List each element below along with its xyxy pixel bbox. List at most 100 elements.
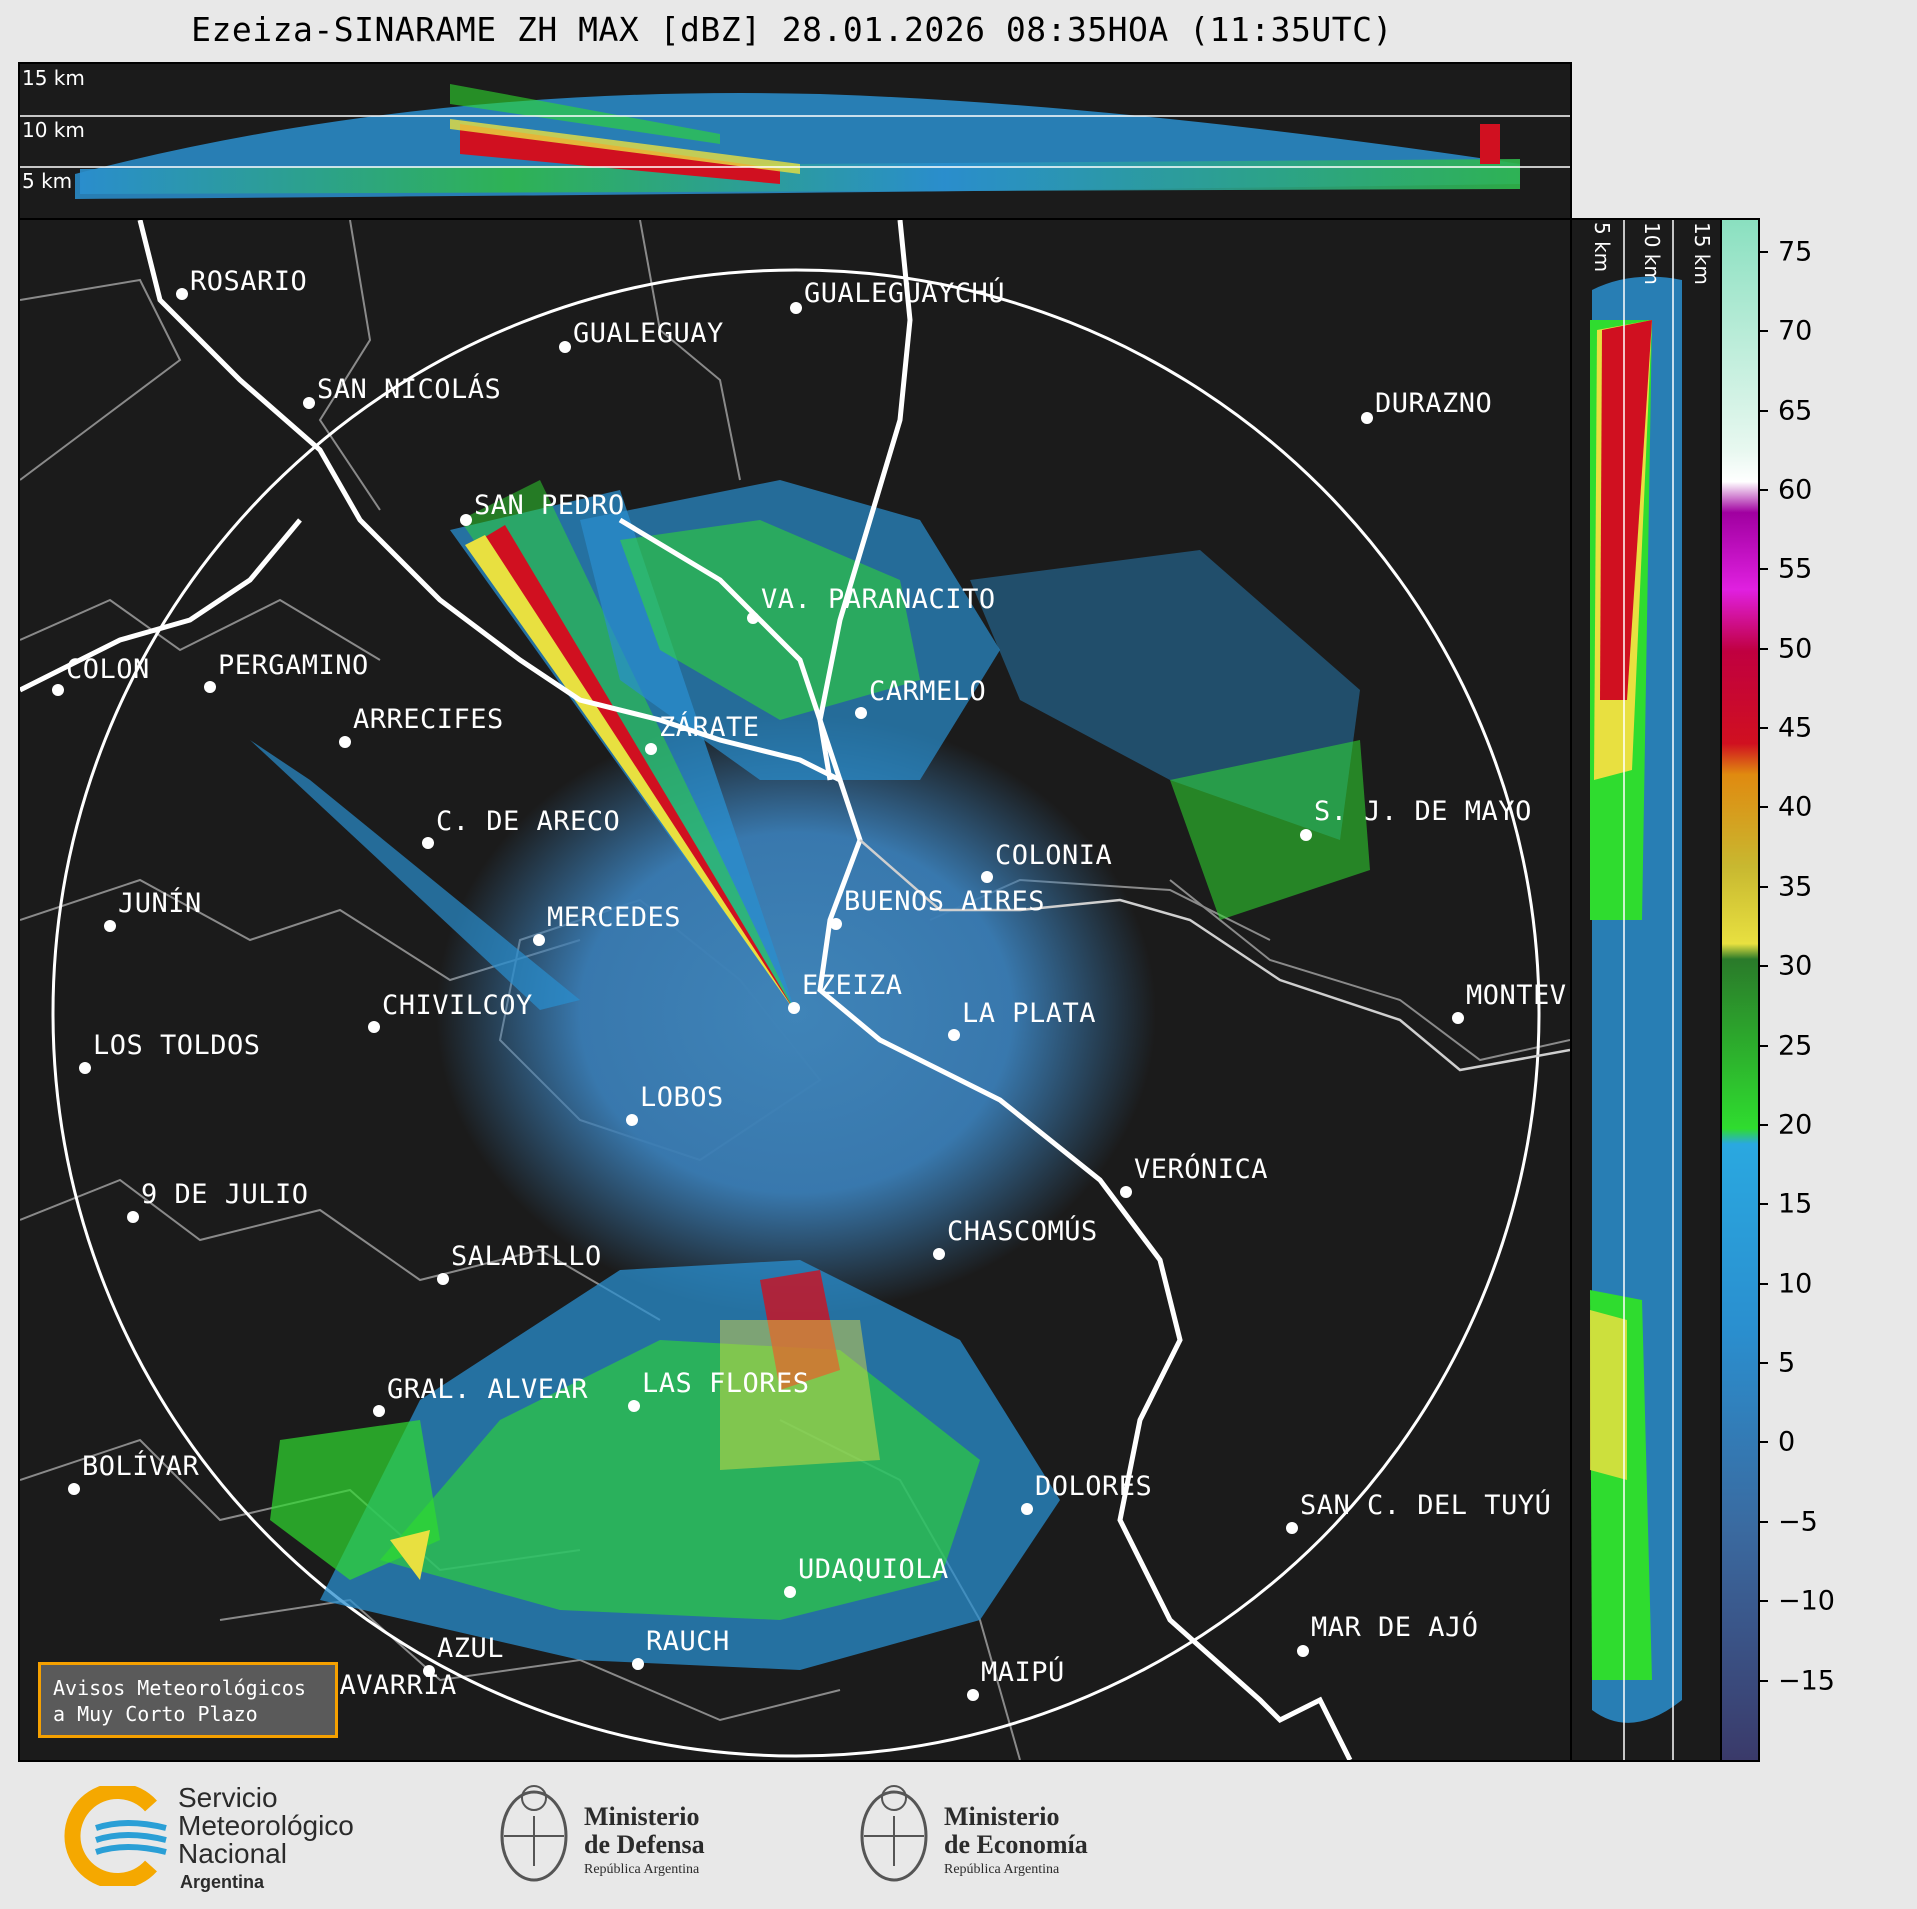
colorbar-tick-label: 10 [1778, 1268, 1813, 1300]
colorbar-tick-mark [1758, 1600, 1768, 1603]
defensa-line-2: de Defensa [584, 1830, 705, 1859]
city-dot-gral-alvear [373, 1405, 385, 1417]
colorbar-tick-mark [1758, 250, 1768, 253]
footer: Servicio Meteorológico Nacional Argentin… [0, 1762, 1917, 1909]
city-label-durazno: DURAZNO [1375, 388, 1493, 419]
city-dot-zarate [645, 743, 657, 755]
top-height-5km: 5 km [22, 169, 73, 193]
city-dot-veronica [1120, 1186, 1132, 1198]
defensa-shield-icon [500, 1785, 568, 1882]
city-label-junin: JUNÍN [118, 888, 202, 919]
colorbar-tick-label: 15 [1778, 1188, 1813, 1220]
city-label-carmelo: CARMELO [869, 676, 987, 707]
city-label-maipu: MAIPÚ [981, 1657, 1065, 1688]
city-dot-arrecifes [339, 736, 351, 748]
city-dot-montev [1452, 1012, 1464, 1024]
city-dot-buenos-aires [830, 918, 842, 930]
colorbar-tick-label: 0 [1778, 1426, 1796, 1458]
colorbar-tick-label: 75 [1778, 236, 1813, 268]
colorbar-tick-label: 25 [1778, 1030, 1813, 1062]
chart-title: Ezeiza-SINARAME ZH MAX [dBZ] 28.01.2026 … [191, 10, 1393, 49]
top-echo-east-cell [1480, 124, 1500, 164]
colorbar-tick-mark [1758, 727, 1768, 730]
city-dot-las-flores [628, 1400, 640, 1412]
city-label-va-paranacito: VA. PARANACITO [761, 584, 996, 615]
top-height-15km: 15 km [22, 66, 85, 90]
city-label-colonia: COLONIA [995, 840, 1113, 871]
city-label-la-plata: LA PLATA [962, 998, 1097, 1029]
city-label-gral-alvear: GRAL. ALVEAR [387, 1374, 589, 1405]
uruguay-coast [859, 839, 1570, 1072]
city-label-las-flores: LAS FLORES [642, 1368, 810, 1399]
city-dot-azul [423, 1665, 435, 1677]
city-label-gualeguaychu: GUALEGUAYCHÚ [804, 278, 1006, 309]
city-dot-pergamino [204, 681, 216, 693]
city-dot-dolores [1021, 1503, 1033, 1515]
city-label-ezeiza: EZEIZA [802, 970, 903, 1001]
colorbar-tick-mark [1758, 488, 1768, 491]
city-dot-chascomus [933, 1248, 945, 1260]
colorbar-tick-label: 5 [1778, 1347, 1796, 1379]
colorbar-tick-mark [1758, 568, 1768, 571]
colorbar-tick-label: 20 [1778, 1109, 1813, 1141]
colorbar-tick-mark [1758, 1203, 1768, 1206]
colorbar-tick-mark [1758, 409, 1768, 412]
colorbar-tick-label: −15 [1778, 1665, 1835, 1697]
colorbar-tick-mark [1758, 330, 1768, 333]
warning-line-1: Avisos Meteorológicos [53, 1676, 306, 1700]
city-label-rauch: RAUCH [646, 1626, 730, 1657]
city-dot-maipu [967, 1689, 979, 1701]
city-label-san-nicolas: SAN NICOLÁS [317, 374, 502, 405]
city-label-mar-de-ajo: MAR DE AJÓ [1311, 1612, 1479, 1643]
economia-line-1: Ministerio [944, 1802, 1060, 1831]
colorbar-tick-mark [1758, 1362, 1768, 1365]
smn-logo-icon [64, 1786, 167, 1886]
smn-line-1: Servicio [178, 1782, 278, 1813]
colorbar-tick-label: 30 [1778, 950, 1813, 982]
colorbar-tick-mark [1758, 1441, 1768, 1444]
top-cross-section-panel: 15 km 10 km 5 km [18, 62, 1572, 220]
side-height-10km: 10 km [1640, 222, 1664, 285]
city-dot-durazno [1361, 412, 1373, 424]
city-label-dolores: DOLORES [1035, 1471, 1153, 1502]
top-echo-yellow-band [450, 119, 800, 174]
echo-south-yellow [720, 1320, 880, 1470]
colorbar-tick-mark [1758, 1044, 1768, 1047]
colorbar-tick-mark [1758, 885, 1768, 888]
colorbar-tick-mark [1758, 1520, 1768, 1523]
city-dot-rauch [632, 1658, 644, 1670]
city-label-rosario: ROSARIO [190, 266, 308, 297]
city-dot-udaquiola [784, 1586, 796, 1598]
city-dot-san-c-del-tuyu [1286, 1522, 1298, 1534]
colorbar [1720, 218, 1760, 1762]
top-echo-upper-band [450, 84, 720, 144]
defensa-line-3: República Argentina [584, 1862, 700, 1877]
city-label-colon: COLON [66, 654, 150, 685]
echo-south-green [380, 1340, 980, 1620]
colorbar-tick-label: 35 [1778, 871, 1813, 903]
city-dot-va-paranacito [747, 612, 759, 624]
colorbar-tick-label: −5 [1778, 1506, 1818, 1538]
colorbar-tick-label: −10 [1778, 1585, 1835, 1617]
colorbar-tick-mark [1758, 965, 1768, 968]
city-dot-ezeiza [788, 1002, 800, 1014]
echo-sw-yellow [390, 1530, 430, 1580]
city-dot-la-plata [948, 1029, 960, 1041]
city-dot-rosario [176, 288, 188, 300]
side-echo-yellow-south [1590, 1310, 1627, 1480]
colorbar-tick-label: 55 [1778, 553, 1813, 585]
city-label-azul: AZUL [437, 1633, 505, 1664]
side-height-5km: 5 km [1590, 222, 1614, 273]
city-label-lobos: LOBOS [640, 1082, 724, 1113]
echo-spike-yellow [465, 535, 796, 1013]
side-echo-red-north [1600, 320, 1652, 700]
top-height-10km: 10 km [22, 118, 85, 142]
city-dot-junin [104, 920, 116, 932]
city-label-chivilcoy: CHIVILCOY [382, 990, 533, 1021]
city-dot-mercedes [533, 934, 545, 946]
city-label-udaquiola: UDAQUIOLA [798, 1554, 949, 1585]
colorbar-tick-mark [1758, 647, 1768, 650]
city-dot-gualeguay [559, 341, 571, 353]
colorbar-tick-mark [1758, 1282, 1768, 1285]
colorbar-tick-mark [1758, 1679, 1768, 1682]
